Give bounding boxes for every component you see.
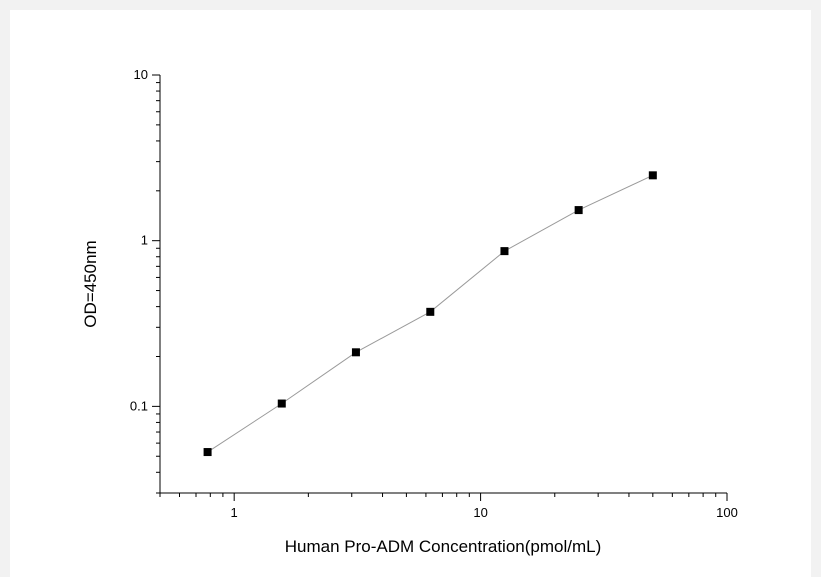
y-ticks: 0.1 1 10 — [130, 67, 160, 494]
x-tick-label: 100 — [716, 505, 738, 520]
y-axis-title: OD=450nm — [81, 240, 100, 327]
axes — [159, 75, 727, 494]
chart-frame — [10, 10, 811, 577]
x-tick-label: 10 — [473, 505, 487, 520]
data-point — [203, 448, 212, 457]
data-point — [426, 307, 435, 316]
y-tick-label: 1 — [141, 233, 148, 248]
x-ticks: 1 10 100 — [159, 493, 738, 520]
data-point — [500, 247, 509, 256]
data-point — [574, 206, 583, 215]
data-point — [277, 399, 286, 408]
data-point — [648, 171, 657, 180]
y-tick-label: 10 — [134, 67, 148, 82]
x-tick-label: 1 — [231, 505, 238, 520]
series-layer — [203, 171, 657, 457]
data-point — [351, 348, 360, 357]
x-axis-title: Human Pro-ADM Concentration(pmol/mL) — [285, 537, 602, 556]
y-tick-label: 0.1 — [130, 398, 148, 413]
